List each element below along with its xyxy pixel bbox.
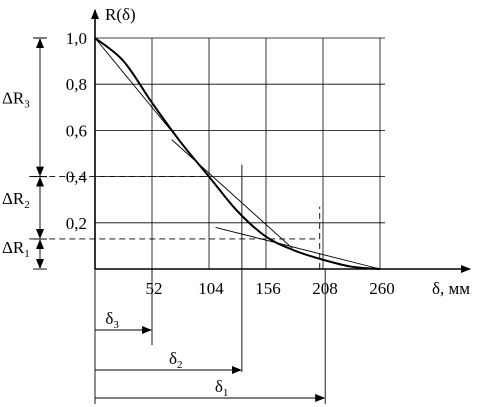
- x-axis-label: δ, мм: [432, 279, 470, 298]
- x-tick-label: 104: [198, 279, 224, 298]
- delta-r-label: ΔR1: [2, 238, 30, 260]
- y-tick-label: 0,2: [66, 214, 87, 233]
- delta-label: δ3: [105, 309, 119, 331]
- interval-annotations: ΔR3 ΔR2 ΔR1 δ3 δ2 δ1: [2, 37, 326, 404]
- reliability-curve-line: [94, 37, 381, 270]
- delta-r-label: ΔR2: [2, 189, 30, 211]
- reliability-curve: [94, 37, 381, 270]
- x-tick-label: 156: [255, 279, 281, 298]
- y-axis-label: R(δ): [105, 5, 136, 24]
- y-tick-label: 0,8: [66, 75, 87, 94]
- y-tick-label: 1,0: [66, 29, 87, 48]
- tangent-line: [171, 139, 293, 249]
- x-tick-label: 52: [146, 279, 163, 298]
- delta-label: δ2: [169, 349, 183, 371]
- tangent-lines: [94, 37, 381, 372]
- axes: [91, 9, 471, 273]
- x-tick-label: 260: [369, 279, 395, 298]
- y-tick-label: 0,4: [66, 168, 88, 187]
- delta-r-label: ΔR3: [2, 88, 30, 110]
- tangent-line: [215, 226, 381, 270]
- grid: [95, 37, 385, 269]
- delta-label: δ1: [215, 377, 229, 399]
- y-tick-label: 0,6: [66, 121, 87, 140]
